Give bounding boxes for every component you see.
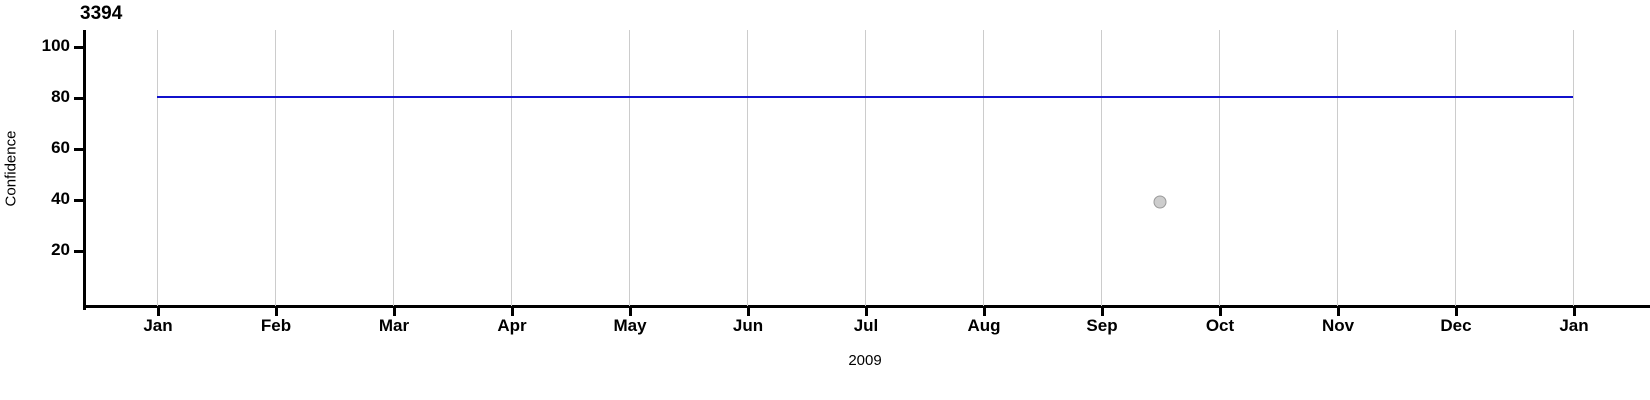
x-tick-label-11: Dec [1440, 316, 1472, 335]
x-tick-label-6: Jul [853, 316, 879, 335]
y-tick-label-4: 20 [51, 240, 70, 259]
x-tick-mark-7 [983, 308, 986, 316]
x-tick-label-10: Nov [1321, 316, 1355, 335]
y-axis-spine [83, 30, 86, 310]
x-tick-label-4: May [613, 316, 647, 335]
x-tick-label-2: Mar [378, 316, 410, 335]
x-tick-label-9: Oct [1205, 316, 1235, 335]
gridline-jan-12 [1573, 30, 1574, 306]
x-tick-label-7: Aug [967, 316, 1001, 335]
gridline-jan-0 [157, 30, 158, 306]
x-tick-mark-1 [275, 308, 278, 316]
x-tick-label-5: Jun [732, 316, 764, 335]
x-tick-mark-2 [393, 308, 396, 316]
x-tick-mark-6 [865, 308, 868, 316]
gridline-feb-1 [275, 30, 276, 306]
x-axis-spine [83, 305, 1650, 308]
gridline-oct-9 [1219, 30, 1220, 306]
x-axis-label: 2009 [848, 352, 882, 369]
y-tick-mark-3 [74, 199, 83, 202]
chart-title: 3394 [80, 3, 123, 24]
gridline-aug-7 [983, 30, 984, 306]
x-tick-label-3: Apr [497, 316, 527, 335]
x-tick-mark-9 [1219, 308, 1222, 316]
x-tick-mark-10 [1337, 308, 1340, 316]
x-tick-mark-12 [1573, 308, 1576, 316]
x-tick-mark-8 [1101, 308, 1104, 316]
y-tick-mark-2 [74, 148, 83, 151]
y-tick-label-1: 80 [51, 87, 70, 106]
y-tick-mark-1 [74, 97, 83, 100]
x-tick-label-8: Sep [1086, 316, 1118, 335]
x-tick-mark-5 [747, 308, 750, 316]
x-tick-label-12: Jan [1559, 316, 1589, 335]
gridline-sep-8 [1101, 30, 1102, 306]
y-tick-label-2: 60 [51, 138, 70, 157]
y-tick-mark-0 [74, 46, 83, 49]
y-tick-mark-4 [74, 250, 83, 253]
x-tick-mark-11 [1455, 308, 1458, 316]
gridline-jun-5 [747, 30, 748, 306]
threshold-line [157, 96, 1573, 98]
gridline-apr-3 [511, 30, 512, 306]
gridline-dec-11 [1455, 30, 1456, 306]
y-axis-label: Confidence [2, 130, 20, 206]
gridline-mar-2 [393, 30, 394, 306]
x-tick-mark-3 [511, 308, 514, 316]
y-tick-label-3: 40 [51, 189, 70, 208]
gridline-nov-10 [1337, 30, 1338, 306]
data-point-0[interactable] [1153, 195, 1167, 209]
gridline-may-4 [629, 30, 630, 306]
x-tick-label-1: Feb [260, 316, 292, 335]
plot-area [85, 30, 1650, 306]
x-tick-mark-0 [157, 308, 160, 316]
x-tick-mark-4 [629, 308, 632, 316]
x-tick-label-0: Jan [143, 316, 173, 335]
gridline-jul-6 [865, 30, 866, 306]
y-axis-label-container: Confidence [0, 30, 22, 306]
y-tick-label-0: 100 [41, 36, 70, 55]
